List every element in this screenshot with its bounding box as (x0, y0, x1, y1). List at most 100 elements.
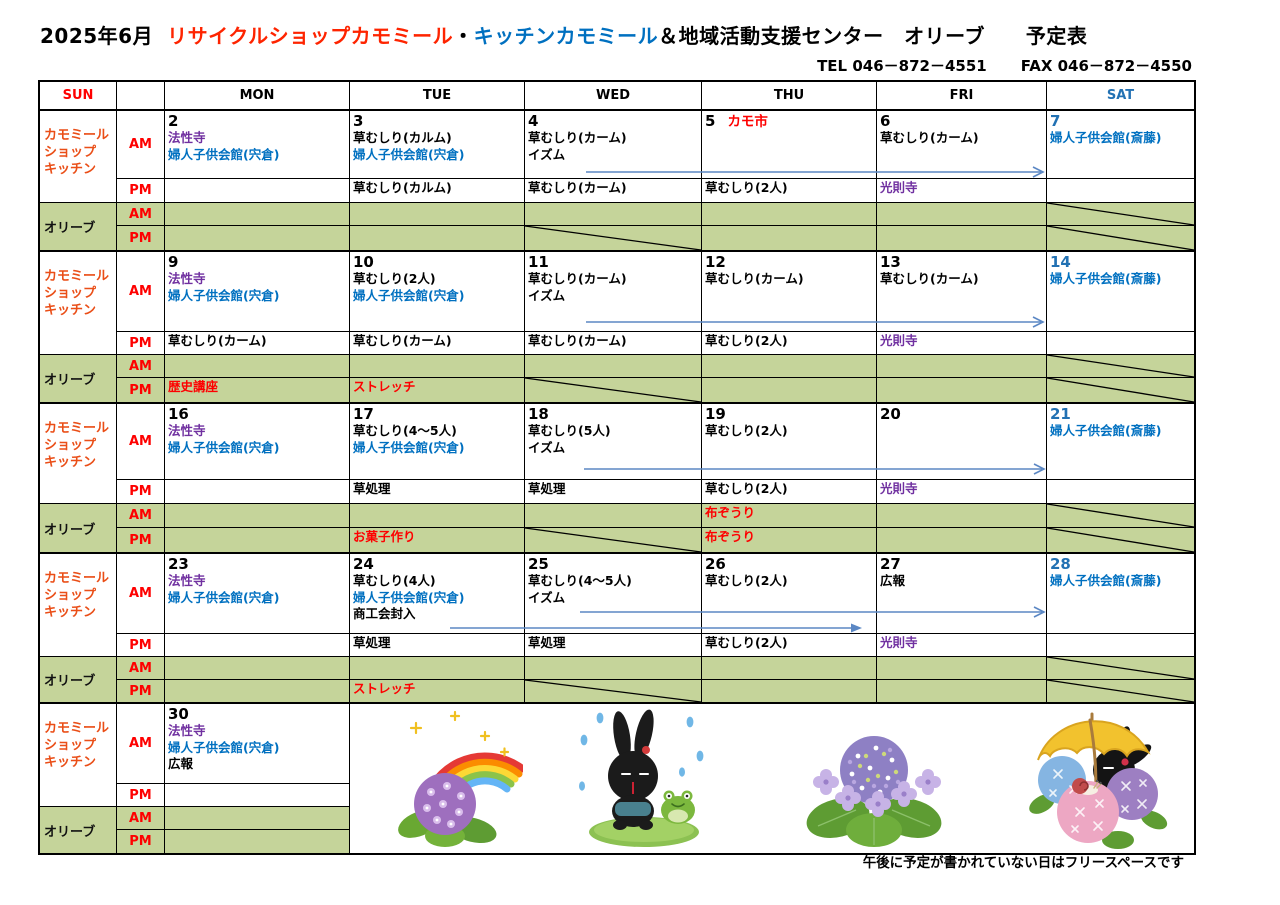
date-12: 12 (705, 253, 726, 271)
date-5: 5 カモ市 (705, 112, 768, 130)
shop-row-label: カモミール ショップ キッチン (40, 704, 117, 807)
week-block-3: カモミール ショップ キッチン オリーブ AM PM AM PM 16 法性寺 婦人子供会館(宍倉)… (40, 402, 1194, 552)
olive-pm-cell (1047, 528, 1194, 552)
olive-am-cell (525, 203, 702, 226)
day-30-am-cell: 30 法性寺 婦人子供会館(宍倉) 広報 (165, 704, 350, 784)
shop-row-label: カモミール ショップ キッチン (40, 404, 117, 504)
tel-number: TEL 046－872－4551 (817, 57, 987, 75)
schedule-entry: 草むしり(カーム) (528, 130, 627, 145)
day-24-pm-cell: 草処理 (350, 634, 525, 657)
olive-am-cell (350, 504, 525, 528)
olive-pm-cell (877, 226, 1047, 250)
olive-pm-cell: ストレッチ (350, 378, 525, 402)
schedule-entry: イズム (528, 287, 566, 303)
day-16-pm-cell (165, 480, 350, 504)
shop-am-tag: AM (117, 252, 165, 332)
day-11-am-cell: 11 草むしり(カーム) イズム (525, 252, 702, 332)
date-25: 25 (528, 555, 549, 573)
olive-am-cell (525, 355, 702, 378)
olive-activity: ストレッチ (353, 681, 416, 696)
date-10: 10 (353, 253, 374, 271)
day-25-am-cell: 25 草むしり(4～5人) イズム (525, 554, 702, 634)
crossed-out-mark (1047, 203, 1194, 225)
olive-activity: 布ぞうり (705, 529, 756, 544)
olive-am-cell (165, 504, 350, 528)
olive-pm-cell (702, 378, 877, 402)
title-recycle-shop: リサイクルショップカモミール (167, 24, 454, 48)
shop-am-tag: AM (117, 554, 165, 634)
weekday-header-row: SUN MON TUE WED THU FRI SAT (40, 82, 1194, 109)
olive-pm-tag: PM (117, 226, 165, 250)
schedule-entry: 法性寺 (168, 423, 206, 438)
schedule-entry: 法性寺 (168, 723, 206, 738)
olive-pm-tag: PM (117, 830, 165, 853)
olive-pm-cell (1047, 226, 1194, 250)
olive-am-cell (877, 657, 1047, 680)
date-20: 20 (880, 405, 901, 423)
title-separator: ・ (453, 24, 474, 48)
olive-am-cell (877, 504, 1047, 528)
date-19: 19 (705, 405, 726, 423)
schedule-entry: 草むしり(カルム) (353, 180, 452, 195)
olive-row-label: オリーブ (40, 657, 117, 702)
olive-am-tag: AM (117, 657, 165, 680)
date-7: 7 (1050, 112, 1061, 130)
crossed-out-mark (1047, 378, 1194, 402)
schedule-entry: 草むしり(5人) (528, 423, 611, 438)
olive-row-label: オリーブ (40, 504, 117, 552)
crossed-out-mark (525, 528, 701, 552)
olive-am-cell (702, 355, 877, 378)
shop-pm-tag: PM (117, 179, 165, 203)
olive-pm-cell (702, 680, 877, 702)
day-7-am-cell: 7 婦人子供会館(斎藤) (1047, 111, 1194, 179)
footnote: 午後に予定が書かれていない日はフリースペースです (862, 855, 1184, 871)
day-3-pm-cell: 草むしり(カルム) (350, 179, 525, 203)
shop-row-label: カモミール ショップ キッチン (40, 111, 117, 203)
shop-am-tag: AM (117, 704, 165, 784)
crossed-out-mark (1047, 504, 1194, 527)
schedule-entry: 草むしり(カーム) (168, 333, 267, 348)
schedule-entry: 草むしり(4～5人) (353, 423, 457, 438)
date-17: 17 (353, 405, 374, 423)
schedule-entry: 草むしり(4～5人) (528, 573, 632, 588)
schedule-entry: イズム (528, 589, 566, 605)
crossed-out-mark (525, 378, 701, 402)
olive-am-cell (165, 657, 350, 680)
schedule-entry: 草むしり(4人) (353, 573, 436, 588)
day-6-pm-cell: 光則寺 (877, 179, 1047, 203)
schedule-entry: 婦人子供会館(宍倉) (168, 146, 280, 162)
schedule-entry: 光則寺 (880, 635, 918, 650)
shop-am-tag: AM (117, 111, 165, 179)
olive-am-cell (350, 203, 525, 226)
day-21-am-cell: 21 婦人子供会館(斎藤) (1047, 404, 1194, 480)
schedule-entry: 光則寺 (880, 481, 918, 496)
schedule-entry: 草むしり(カーム) (705, 271, 804, 286)
olive-pm-cell (165, 528, 350, 552)
schedule-entry: 婦人子供会館(宍倉) (353, 146, 465, 162)
day-27-pm-cell: 光則寺 (877, 634, 1047, 657)
date-23: 23 (168, 555, 189, 573)
day-17-pm-cell: 草処理 (350, 480, 525, 504)
schedule-entry: 広報 (880, 573, 906, 588)
day-2-am-cell: 2 法性寺 婦人子供会館(宍倉) (165, 111, 350, 179)
olive-am-cell (350, 355, 525, 378)
page-title: 2025年6月 リサイクルショップカモミール・キッチンカモミール＆地域活動支援セン… (40, 20, 1087, 49)
olive-am-tag: AM (117, 504, 165, 528)
day-26-pm-cell: 草むしり(2人) (702, 634, 877, 657)
day-header-TUE: TUE (350, 82, 525, 109)
day-3-am-cell: 3 草むしり(カルム) 婦人子供会館(宍倉) (350, 111, 525, 179)
date-6: 6 (880, 112, 891, 130)
shop-am-tag: AM (117, 404, 165, 480)
day-13-am-cell: 13 草むしり(カーム) (877, 252, 1047, 332)
day-2-pm-cell (165, 179, 350, 203)
schedule-entry: 婦人子供会館(斎藤) (1050, 573, 1162, 588)
olive-pm-cell: お菓子作り (350, 528, 525, 552)
schedule-entry: 商工会封入 (353, 606, 416, 621)
day-4-pm-cell: 草むしり(カーム) (525, 179, 702, 203)
schedule-entry: 法性寺 (168, 130, 206, 145)
schedule-entry: 草むしり(カーム) (528, 333, 627, 348)
olive-am-cell (1047, 203, 1194, 226)
rabbit-umbrella-hydrangea-illustration (1029, 712, 1168, 849)
shop-pm-tag: PM (117, 784, 165, 807)
day-13-pm-cell: 光則寺 (877, 332, 1047, 355)
